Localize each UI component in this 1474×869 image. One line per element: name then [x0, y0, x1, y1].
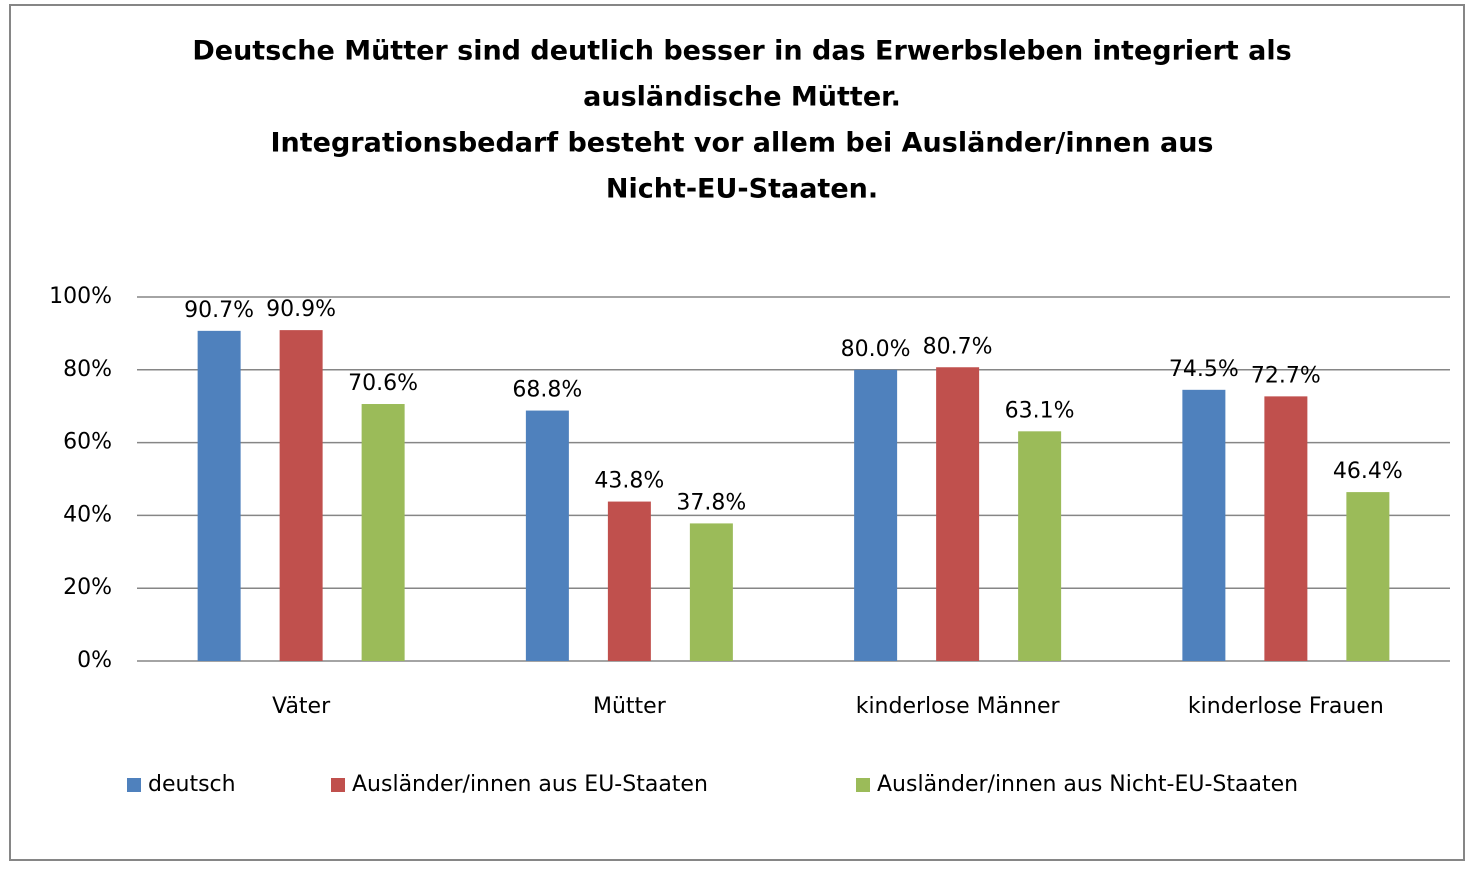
bar [854, 369, 898, 661]
bar [607, 501, 651, 661]
chart-title: ausländische Mütter. [583, 82, 901, 113]
bar [279, 330, 323, 661]
legend-swatch [856, 778, 870, 792]
legend-swatch [127, 778, 141, 792]
bar [1264, 396, 1308, 661]
bar [361, 404, 405, 661]
x-tick-label: Mütter [593, 694, 667, 719]
bar [1346, 492, 1390, 661]
x-tick-label: kinderlose Männer [856, 694, 1061, 719]
bar [525, 410, 569, 661]
data-label: 72.7% [1251, 363, 1321, 388]
legend-swatch [331, 778, 345, 792]
y-tick-label: 0% [77, 648, 112, 673]
x-tick-label: kinderlose Frauen [1188, 694, 1384, 719]
legend-label: deutsch [148, 772, 236, 797]
data-label: 74.5% [1169, 357, 1239, 382]
data-label: 80.0% [841, 337, 911, 362]
bar [689, 523, 733, 661]
data-label: 68.8% [512, 378, 582, 403]
bar [936, 367, 980, 661]
data-label: 70.6% [348, 371, 418, 396]
y-tick-label: 40% [63, 502, 112, 527]
data-label: 46.4% [1333, 459, 1403, 484]
y-tick-label: 80% [63, 357, 112, 382]
bar [197, 330, 241, 661]
y-tick-label: 60% [63, 430, 112, 455]
chart-title: Nicht-EU-Staaten. [606, 174, 878, 205]
data-label: 63.1% [1005, 398, 1075, 423]
chart-title: Integrationsbedarf besteht vor allem bei… [270, 128, 1213, 159]
x-tick-label: Väter [272, 694, 331, 719]
data-label: 90.9% [266, 297, 336, 322]
y-tick-label: 100% [49, 284, 112, 309]
legend-label: Ausländer/innen aus Nicht-EU-Staaten [877, 772, 1298, 797]
bar [1018, 431, 1062, 661]
chart-title: Deutsche Mütter sind deutlich besser in … [192, 36, 1291, 67]
y-tick-label: 20% [63, 575, 112, 600]
bar [1182, 389, 1226, 661]
data-label: 43.8% [594, 469, 664, 494]
data-label: 80.7% [923, 334, 993, 359]
legend-label: Ausländer/innen aus EU-Staaten [352, 772, 708, 797]
data-label: 90.7% [184, 298, 254, 323]
data-label: 37.8% [676, 490, 746, 515]
